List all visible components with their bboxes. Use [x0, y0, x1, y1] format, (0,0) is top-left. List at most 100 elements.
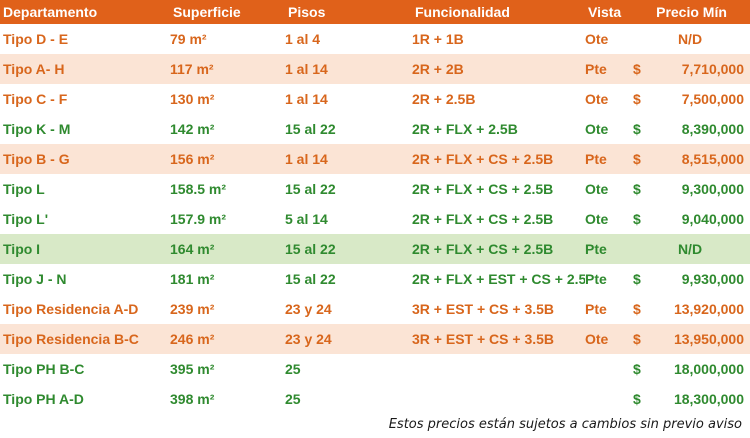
cell-funcionalidad: 2R + 2B — [412, 61, 464, 77]
cell-currency: $ — [633, 361, 641, 377]
cell-funcionalidad: 3R + EST + CS + 3.5B — [412, 301, 555, 317]
cell-funcionalidad: 2R + FLX + EST + CS + 2.5B — [412, 271, 585, 287]
cell-departamento: Tipo D - E — [3, 31, 69, 47]
footnote: Estos precios están sujetos a cambios si… — [388, 417, 742, 432]
cell-funcionalidad: 1R + 1B — [412, 31, 464, 47]
cell-currency: $ — [633, 301, 641, 317]
cell-precio: N/D — [677, 31, 703, 47]
cell-pisos: 25 — [285, 391, 301, 407]
cell-currency: $ — [633, 181, 641, 197]
cell-vista: Ote — [585, 121, 609, 137]
cell-vista — [585, 354, 630, 384]
cell-currency: $ — [633, 211, 641, 227]
cell-funcionalidad: 2R + FLX + CS + 2.5B — [412, 211, 554, 227]
cell-pisos: 5 al 14 — [285, 211, 328, 227]
cell-funcionalidad: 3R + EST + CS + 3.5B — [412, 331, 555, 347]
cell-funcionalidad: 2R + FLX + 2.5B — [412, 121, 518, 137]
cell-superficie: 398 m² — [170, 391, 215, 407]
table-row: Tipo L 158.5 m² 15 al 22 2R + FLX + CS + 2.… — [0, 174, 750, 204]
cell-superficie: 157.9 m² — [170, 211, 227, 227]
header-row: Departamento Superficie Pisos Funcionali… — [0, 0, 750, 24]
cell-vista: Ote — [585, 181, 609, 197]
header-departamento: Departamento — [0, 0, 170, 24]
cell-vista: Ote — [585, 331, 609, 347]
cell-currency: $ — [633, 151, 641, 167]
cell-currency: $ — [633, 391, 641, 407]
cell-vista: Ote — [585, 91, 609, 107]
header-superficie: Superficie — [170, 0, 285, 24]
cell-superficie: 164 m² — [170, 241, 215, 257]
cell-departamento: Tipo L — [3, 181, 45, 197]
table-row: Tipo PH B-C 395 m² 25 $18,000,000 — [0, 354, 750, 384]
header-pisos: Pisos — [285, 0, 412, 24]
cell-superficie: 181 m² — [170, 271, 215, 287]
cell-departamento: Tipo K - M — [3, 121, 71, 137]
cell-superficie: 79 m² — [170, 31, 207, 47]
cell-precio: 7,500,000 — [681, 91, 745, 107]
cell-departamento: Tipo PH A-D — [3, 391, 84, 407]
cell-superficie: 395 m² — [170, 361, 215, 377]
cell-funcionalidad — [412, 354, 585, 384]
cell-precio: N/D — [677, 241, 703, 257]
cell-pisos: 1 al 14 — [285, 61, 328, 77]
cell-precio: 9,300,000 — [681, 181, 745, 197]
cell-departamento: Tipo Residencia A-D — [3, 301, 139, 317]
cell-precio: 9,930,000 — [681, 271, 745, 287]
cell-superficie: 158.5 m² — [170, 181, 227, 197]
cell-currency: $ — [633, 271, 641, 287]
cell-departamento: Tipo PH B-C — [3, 361, 85, 377]
cell-funcionalidad: 2R + FLX + CS + 2.5B — [412, 151, 554, 167]
cell-superficie: 142 m² — [170, 121, 215, 137]
cell-funcionalidad: 2R + FLX + CS + 2.5B — [412, 241, 554, 257]
cell-vista: Pte — [585, 151, 607, 167]
cell-precio: 8,390,000 — [681, 121, 745, 137]
header-precio: Precio Mín — [630, 0, 750, 24]
cell-precio: 18,300,000 — [673, 391, 745, 407]
cell-departamento: Tipo L' — [3, 211, 49, 227]
cell-vista: Pte — [585, 301, 607, 317]
cell-precio: 8,515,000 — [681, 151, 745, 167]
cell-vista: Ote — [585, 31, 609, 47]
cell-superficie: 239 m² — [170, 301, 215, 317]
cell-precio: 7,710,000 — [681, 61, 745, 77]
cell-precio: 13,920,000 — [673, 301, 745, 317]
cell-superficie: 130 m² — [170, 91, 215, 107]
cell-vista — [585, 384, 630, 414]
cell-pisos: 15 al 22 — [285, 121, 336, 137]
table-row: Tipo PH A-D 398 m² 25 $18,300,000 — [0, 384, 750, 414]
cell-currency: $ — [633, 61, 641, 77]
table-row: Tipo K - M 142 m² 15 al 22 2R + FLX + 2.5B O… — [0, 114, 750, 144]
cell-precio: 18,000,000 — [673, 361, 745, 377]
cell-precio: 13,950,000 — [673, 331, 745, 347]
cell-departamento: Tipo C - F — [3, 91, 68, 107]
cell-departamento: Tipo Residencia B-C — [3, 331, 139, 347]
cell-pisos: 15 al 22 — [285, 271, 336, 287]
table-row: Tipo C - F 130 m² 1 al 14 2R + 2.5B Ote $7,50… — [0, 84, 750, 114]
cell-vista: Ote — [585, 211, 609, 227]
table-row: Tipo Residencia A-D 239 m² 23 y 24 3R + EST… — [0, 294, 750, 324]
cell-funcionalidad: 2R + 2.5B — [412, 91, 476, 107]
header-funcionalidad: Funcionalidad — [412, 0, 585, 24]
cell-funcionalidad — [412, 384, 585, 414]
table-row: Tipo I 164 m² 15 al 22 2R + FLX + CS + 2.5B… — [0, 234, 750, 264]
cell-vista: Pte — [585, 61, 607, 77]
cell-superficie: 156 m² — [170, 151, 215, 167]
cell-currency: $ — [633, 121, 641, 137]
cell-departamento: Tipo B - G — [3, 151, 70, 167]
price-table: Departamento Superficie Pisos Funcionali… — [0, 0, 750, 414]
cell-departamento: Tipo A- H — [3, 61, 65, 77]
header-vista: Vista — [585, 0, 630, 24]
cell-pisos: 15 al 22 — [285, 181, 336, 197]
cell-currency: $ — [633, 91, 641, 107]
cell-pisos: 1 al 4 — [285, 31, 321, 47]
cell-funcionalidad: 2R + FLX + CS + 2.5B — [412, 181, 554, 197]
cell-superficie: 246 m² — [170, 331, 215, 347]
cell-departamento: Tipo J - N — [3, 271, 67, 287]
cell-departamento: Tipo I — [3, 241, 41, 257]
cell-pisos: 1 al 14 — [285, 151, 328, 167]
cell-pisos: 23 y 24 — [285, 331, 332, 347]
table-row: Tipo A- H 117 m² 1 al 14 2R + 2B Pte $7,710,0… — [0, 54, 750, 84]
cell-vista: Pte — [585, 271, 607, 287]
cell-vista: Pte — [585, 241, 607, 257]
